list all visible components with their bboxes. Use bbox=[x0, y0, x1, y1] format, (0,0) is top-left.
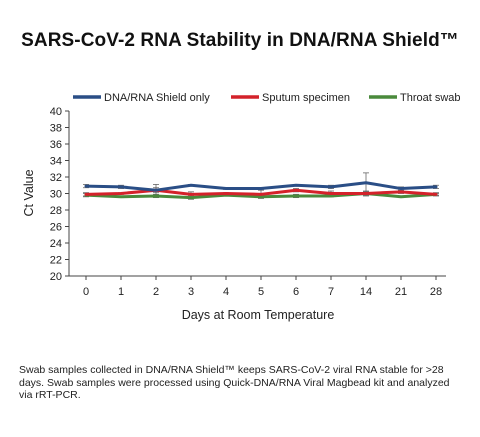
y-tick-label: 36 bbox=[50, 139, 62, 151]
y-tick-label: 30 bbox=[50, 189, 62, 201]
chart-legend: DNA/RNA Shield only Sputum specimen Throat… bbox=[73, 92, 461, 104]
x-tick-label: 28 bbox=[430, 286, 442, 298]
x-tick-label: 3 bbox=[188, 286, 194, 298]
y-tick-label: 22 bbox=[50, 255, 62, 267]
y-tick-label: 34 bbox=[50, 156, 62, 168]
y-tick-label: 28 bbox=[50, 205, 62, 217]
y-tick-label: 40 bbox=[50, 106, 62, 118]
y-tick-label: 26 bbox=[50, 222, 62, 234]
legend-label: Sputum specimen bbox=[262, 92, 350, 104]
x-tick-label: 6 bbox=[293, 286, 299, 298]
x-tick-label: 4 bbox=[223, 286, 229, 298]
legend-label: DNA/RNA Shield only bbox=[104, 92, 210, 104]
y-tick-label: 24 bbox=[50, 238, 62, 250]
y-axis-label: Ct Value bbox=[22, 169, 36, 216]
series-line-throat-swab bbox=[84, 192, 438, 200]
figure-caption: Swab samples collected in DNA/RNA Shield… bbox=[19, 364, 450, 401]
x-tick-label: 7 bbox=[328, 286, 334, 298]
x-tick-label: 1 bbox=[118, 286, 124, 298]
chart-title: SARS-CoV-2 RNA Stability in DNA/RNA Shie… bbox=[21, 30, 459, 51]
y-tick-label: 32 bbox=[50, 172, 62, 184]
x-tick-label: 14 bbox=[360, 286, 372, 298]
x-axis-label: Days at Room Temperature bbox=[182, 308, 335, 322]
x-tick-label: 21 bbox=[395, 286, 407, 298]
x-tick-label: 0 bbox=[83, 286, 89, 298]
x-tick-label: 5 bbox=[258, 286, 264, 298]
x-tick-label: 2 bbox=[153, 286, 159, 298]
y-tick-label: 20 bbox=[50, 271, 62, 283]
legend-label: Throat swab bbox=[400, 92, 461, 104]
y-tick-label: 38 bbox=[50, 123, 62, 135]
series-line-sputum-specimen bbox=[84, 188, 438, 196]
series-line-dna-rna-shield-only bbox=[84, 181, 438, 192]
series-lines bbox=[84, 181, 438, 200]
